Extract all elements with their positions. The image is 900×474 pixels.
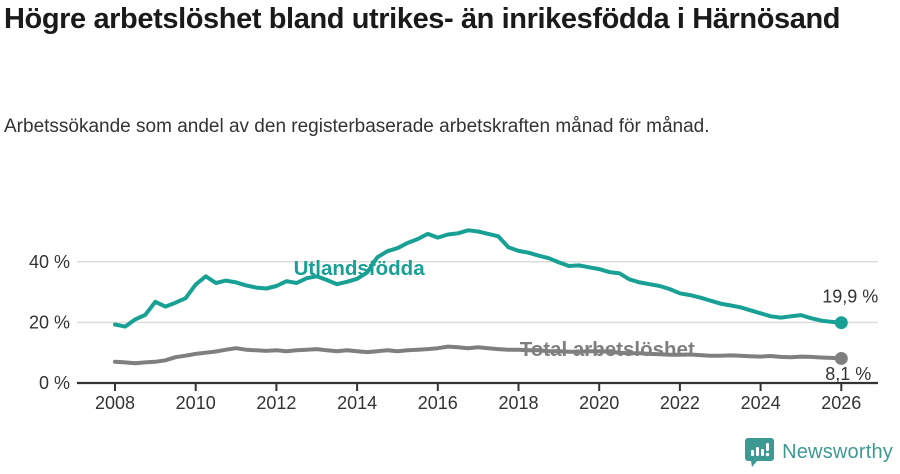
exclamation-bar [766, 443, 770, 451]
newsworthy-logo-icon [745, 438, 775, 467]
series-line-total [113, 344, 844, 366]
x-tick-label-2008: 2008 [95, 393, 135, 413]
exclamation-dot [765, 452, 770, 457]
bar-tall [761, 449, 765, 456]
x-tick-label-2022: 2022 [660, 393, 700, 413]
y-tick-label-40: 40 % [29, 252, 70, 272]
x-tick-label-2016: 2016 [418, 393, 458, 413]
line-chart-canvas: 0 % 20 % 40 % 2008 2010 2012 2014 2016 2018 2020 2… [29, 228, 878, 413]
series-label-utlandsfodda: Utlandsfödda [294, 257, 426, 280]
end-value-label-utlandsfodda: 19,9 % [822, 287, 878, 307]
chart-title: Högre arbetslöshet bland utrikes- än inr… [4, 3, 841, 35]
x-tick-label-2012: 2012 [256, 393, 296, 413]
x-tick-label-2026: 2026 [821, 393, 861, 413]
bar-small [751, 450, 755, 456]
end-dot-utlandsfodda [834, 316, 848, 330]
bar-medium [756, 447, 760, 456]
x-tick-label-2020: 2020 [579, 393, 619, 413]
end-dot-total [834, 351, 848, 365]
series-label-total: Total arbetslöshet [520, 338, 695, 361]
unemployment-line-chart: 0 % 20 % 40 % 2008 2010 2012 2014 2016 2018 2020 2… [0, 200, 900, 415]
brand-name: Newsworthy [782, 441, 893, 463]
y-tick-label-0: 0 % [39, 373, 70, 393]
end-value-label-total: 8,1 % [825, 364, 871, 384]
series-line-utlandsfodda [113, 228, 844, 329]
x-tick-label-2018: 2018 [498, 393, 538, 413]
x-tick-label-2010: 2010 [176, 393, 216, 413]
newsworthy-branding: Newsworthy [744, 437, 893, 468]
y-tick-label-20: 20 % [29, 312, 70, 332]
chart-subtitle: Arbetssökande som andel av den registerb… [4, 116, 710, 137]
speech-bubble-shape [745, 438, 775, 467]
x-tick-label-2014: 2014 [337, 393, 377, 413]
x-tick-label-2024: 2024 [741, 393, 781, 413]
